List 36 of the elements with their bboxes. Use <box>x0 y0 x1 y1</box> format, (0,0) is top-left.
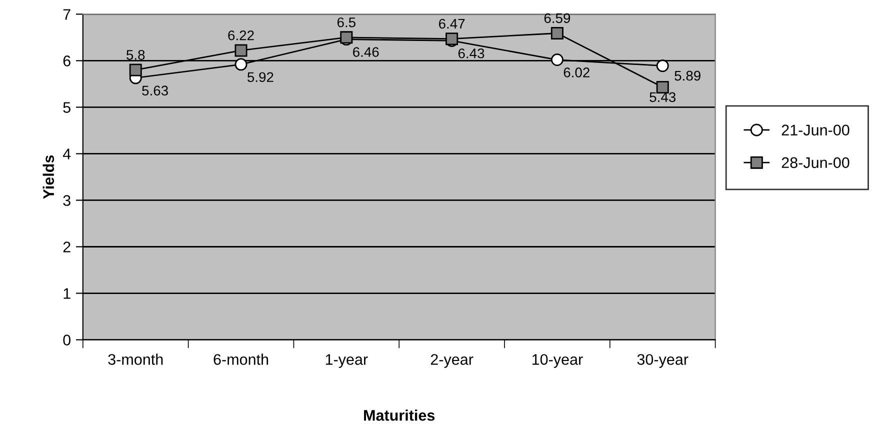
point <box>550 26 564 40</box>
data-label: 5.92 <box>247 72 274 82</box>
x-axis-title: Maturities <box>364 410 435 421</box>
legend-label: 28-Jun-00 <box>782 157 850 168</box>
point <box>656 60 669 72</box>
data-label: 5.63 <box>142 86 168 96</box>
y-tick-label: 0 <box>63 334 71 346</box>
legend-label: 21-Jun-00 <box>782 124 850 136</box>
y-tick-label: 5 <box>63 102 70 113</box>
x-tick-label: 6-month <box>214 354 268 365</box>
data-label: 5.89 <box>674 70 700 81</box>
y-tick-label: 1 <box>64 288 70 299</box>
x-tick-label: 1-year <box>326 354 368 368</box>
data-label: 6.59 <box>544 13 570 24</box>
point <box>234 58 248 71</box>
y-axis-title: Yields <box>42 155 54 199</box>
data-label: 6.47 <box>438 18 465 29</box>
point <box>129 64 142 76</box>
data-label: 6.5 <box>337 17 356 28</box>
y-tick-label: 7 <box>63 9 70 20</box>
y-tick-label: 2 <box>63 242 70 252</box>
data-label: 5.43 <box>650 92 676 102</box>
data-label: 6.02 <box>564 68 590 78</box>
x-tick-label: 10-year <box>532 354 583 368</box>
x-tick-label: 3-month <box>108 354 163 365</box>
data-label: 6.46 <box>353 47 379 57</box>
x-tick-label: 30-year <box>637 354 688 368</box>
x-tick-label: 2-year <box>430 354 474 368</box>
y-tick-label: 4 <box>62 148 71 160</box>
data-label: 6.22 <box>228 30 254 40</box>
point <box>234 44 248 57</box>
point <box>550 54 564 66</box>
y-tick-label: 6 <box>63 56 70 66</box>
y-tick-label: 3 <box>63 195 70 206</box>
data-label: 6.43 <box>458 48 484 58</box>
data-label: 5.8 <box>126 50 145 60</box>
